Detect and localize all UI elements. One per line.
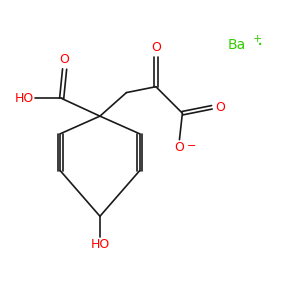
Text: Ba: Ba (228, 38, 246, 52)
Text: O: O (60, 53, 70, 66)
Text: O: O (175, 141, 184, 154)
Text: O: O (151, 41, 161, 54)
Text: ·: · (257, 36, 263, 55)
Text: O: O (215, 101, 225, 114)
Text: −: − (187, 141, 196, 151)
Text: +: + (253, 34, 262, 44)
Text: HO: HO (90, 238, 110, 251)
Text: HO: HO (14, 92, 34, 105)
